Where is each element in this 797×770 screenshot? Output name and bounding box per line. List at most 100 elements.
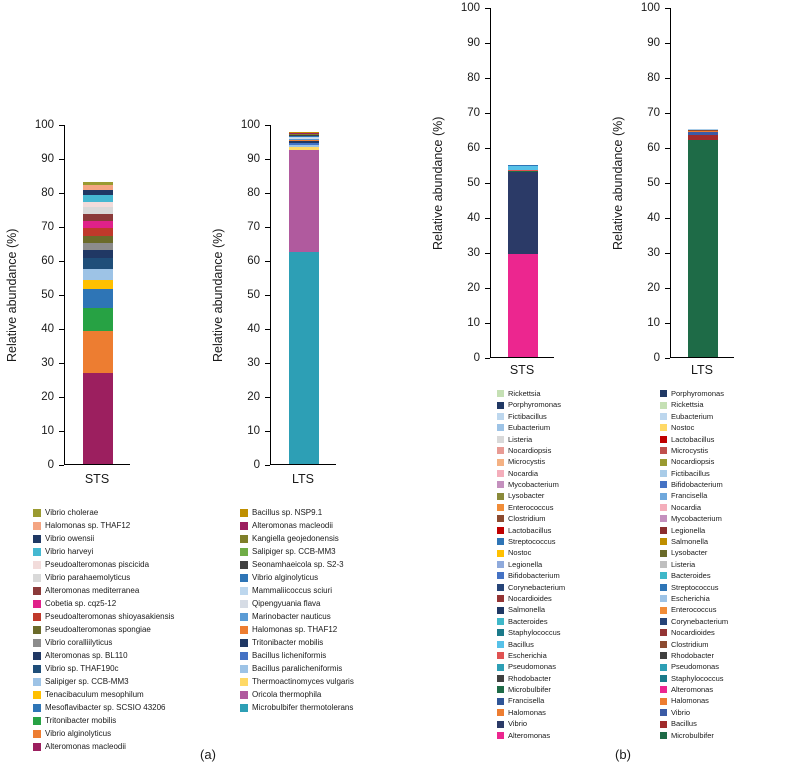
legend-item: Listeria	[497, 434, 608, 445]
bar-segment	[289, 138, 319, 141]
legend-item: Nocardioides	[497, 593, 608, 604]
y-tick-mark	[485, 357, 490, 359]
legend-swatch	[497, 549, 504, 557]
legend-label: Legionella	[508, 559, 543, 569]
y-tick-label: 50	[647, 177, 660, 189]
legend-swatch	[240, 586, 248, 595]
y-tick-mark	[665, 147, 670, 149]
y-tick-mark	[665, 287, 670, 289]
legend-swatch	[660, 595, 667, 603]
legend-label: Mycobacterium	[508, 480, 559, 490]
y-tick-mark	[59, 158, 64, 160]
legend-swatch	[497, 515, 504, 523]
legend-swatch	[33, 573, 41, 582]
legend-label: Marinobacter nauticus	[252, 611, 331, 621]
legend-swatch	[497, 504, 504, 512]
legend-swatch	[497, 469, 504, 477]
legend-item: Vibrio parahaemolyticus	[33, 571, 208, 584]
y-tick-mark	[265, 430, 270, 432]
legend-label: Corynebacterium	[508, 582, 566, 592]
y-tick-mark	[485, 112, 490, 114]
legend-swatch	[240, 560, 248, 569]
legend-item: Microbulbifer	[660, 730, 796, 741]
legend-swatch	[497, 720, 504, 728]
y-axis-title: Relative abundance (%)	[611, 116, 625, 250]
legend-swatch	[33, 599, 41, 608]
y-tick-label: 70	[247, 221, 260, 233]
legend-item: Eubacterium	[660, 411, 796, 422]
legend-label: Bacillus sp. NSP9.1	[252, 507, 323, 517]
legend-swatch	[497, 572, 504, 580]
bar-segment	[289, 133, 319, 135]
legend-label: Kangiella geojedonensis	[252, 533, 339, 543]
legend-label: Cobetia sp. cqz5-12	[45, 598, 117, 608]
y-tick-mark	[59, 396, 64, 398]
legend-label: Microbulbifer	[508, 685, 551, 695]
y-tick-label: 30	[647, 247, 660, 259]
legend-swatch	[33, 625, 41, 634]
legend-item: Bacillus sp. NSP9.1	[240, 506, 414, 519]
y-axis-title: Relative abundance (%)	[431, 116, 445, 250]
legend-item: Nocardioides	[660, 627, 796, 638]
legend-item: Nocardia	[497, 468, 608, 479]
legend-label: Enterococcus	[508, 502, 554, 512]
legend-label: Francisella	[671, 491, 708, 501]
y-tick-label: 40	[247, 323, 260, 335]
legend-label: Vibrio harveyi	[45, 546, 94, 556]
legend-item: Lactobacillus	[660, 434, 796, 445]
bar-segment	[83, 280, 113, 289]
y-tick-mark	[665, 217, 670, 219]
y-tick-mark	[665, 77, 670, 79]
y-tick-label: 90	[647, 37, 660, 49]
legend-item: Lactobacillus	[497, 525, 608, 536]
y-tick-label: 100	[34, 119, 54, 131]
plot-area	[670, 8, 734, 358]
legend-swatch	[660, 469, 667, 477]
legend-item: Marinobacter nauticus	[240, 610, 414, 623]
legend-label: Alteromonas macleodii	[45, 741, 126, 751]
y-tick-label: 90	[467, 37, 480, 49]
legend-swatch	[660, 492, 667, 500]
legend-item: Alteromonas macleodii	[33, 740, 208, 753]
y-tick-mark	[59, 192, 64, 194]
y-tick-label: 20	[41, 391, 54, 403]
y-tick-label: 80	[467, 72, 480, 84]
legend-item: Bacillus	[497, 639, 608, 650]
legend-swatch	[660, 720, 667, 728]
legend-label: Halomonas sp. THAF12	[45, 520, 131, 530]
bar-segment	[688, 131, 718, 132]
legend-label: Nocardia	[508, 468, 539, 478]
y-tick-label: 70	[467, 107, 480, 119]
legend-swatch	[497, 674, 504, 682]
legend-label: Rhodobacter	[508, 673, 551, 683]
legend-swatch	[660, 538, 667, 546]
y-tick-mark	[265, 226, 270, 228]
bar-segment	[83, 288, 113, 308]
legend-item: Tritonibacter mobilis	[33, 714, 208, 727]
y-tick-label: 40	[647, 212, 660, 224]
legend-label: Salmonella	[508, 605, 546, 615]
plot-row: Relative abundance (%) 0 10 20 30 40 50 60 70 80 9…	[428, 2, 608, 364]
legend-swatch	[33, 703, 41, 712]
legend-swatch	[497, 538, 504, 546]
legend-item: Pseudomonas	[660, 661, 796, 672]
legend-item: Lysobacter	[497, 491, 608, 502]
bar-segment	[83, 268, 113, 281]
legend-item: Alteromonas	[497, 730, 608, 741]
chart-a-sts-species: Relative abundance (%) 0 10 20 30 40 50 60 70 80 9…	[2, 119, 208, 753]
bar-segment	[688, 140, 718, 357]
y-tick-mark	[665, 252, 670, 254]
legend-item: Pseudoalteromonas shioyasakiensis	[33, 610, 208, 623]
x-category-label: STS	[84, 472, 110, 486]
y-tick-label: 40	[41, 323, 54, 335]
legend-label: Nocardiopsis	[508, 445, 552, 455]
legend-swatch	[33, 729, 41, 738]
y-tick-label: 70	[41, 221, 54, 233]
legend-label: Rickettsia	[671, 400, 704, 410]
bar-segment	[508, 166, 538, 171]
y-tick-mark	[665, 7, 670, 9]
legend-item: Nocardia	[660, 502, 796, 513]
legend: Porphyromonas Rickettsia Eubacterium Nostoc…	[660, 388, 796, 741]
legend-swatch	[497, 481, 504, 489]
stacked-bar	[83, 181, 113, 464]
